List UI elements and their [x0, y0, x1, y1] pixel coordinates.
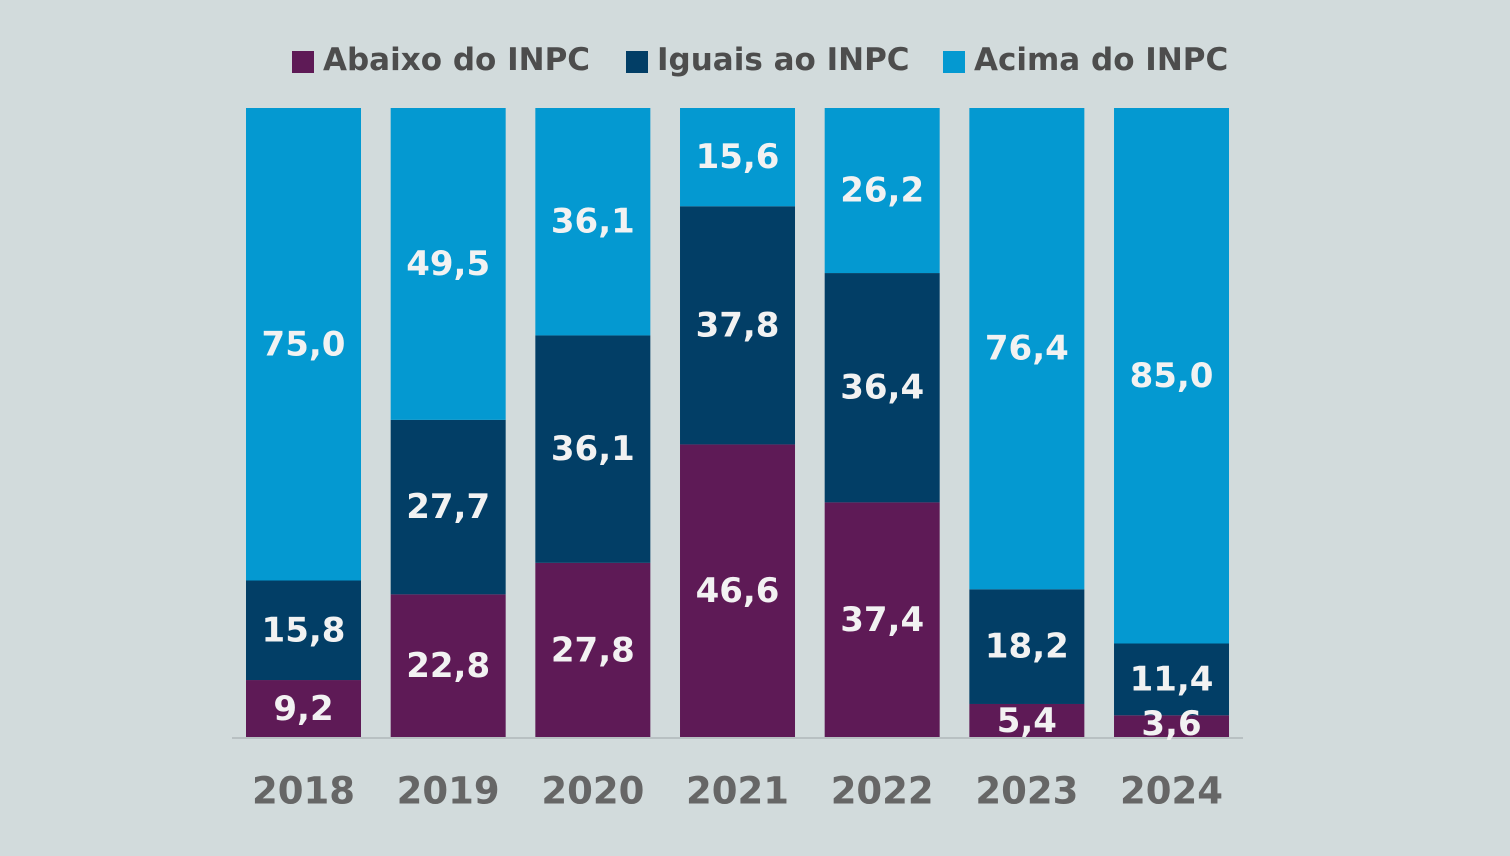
value-label-acima-do-inpc-2023: 76,4 [985, 329, 1069, 369]
bars-group [246, 108, 1230, 738]
value-label-iguais-ao-inpc-2020: 36,1 [551, 429, 635, 469]
value-label-iguais-ao-inpc-2023: 18,2 [985, 627, 1069, 667]
legend-label-acima-do-inpc: Acima do INPC [974, 42, 1228, 78]
value-label-abaixo-do-inpc-2020: 27,8 [551, 630, 635, 670]
value-label-acima-do-inpc-2022: 26,2 [840, 171, 924, 211]
bar-iguais-ao-inpc-2020 [535, 335, 651, 563]
bar-abaixo-do-inpc-2020 [535, 562, 651, 738]
legend: Abaixo do INPC Iguais ao INPC Acima do INP… [292, 42, 1228, 78]
bar-acima-do-inpc-2023 [969, 108, 1085, 590]
bar-abaixo-do-inpc-2023 [969, 703, 1085, 738]
bar-acima-do-inpc-2024 [1114, 108, 1230, 644]
legend-swatch-abaixo-do-inpc [292, 51, 314, 73]
value-label-abaixo-do-inpc-2023: 5,4 [997, 701, 1057, 741]
x-tick-label-2020: 2020 [541, 770, 644, 813]
value-label-abaixo-do-inpc-2022: 37,4 [840, 600, 924, 640]
value-label-abaixo-do-inpc-2018: 9,2 [273, 689, 333, 729]
bar-acima-do-inpc-2019 [390, 108, 506, 420]
value-labels-group: 9,2 15,8 75,0 22,8 27,7 49,5 27,8 36,1 36,1 46,6 3… [262, 137, 1214, 744]
bar-iguais-ao-inpc-2019 [390, 419, 506, 595]
value-label-iguais-ao-inpc-2021: 37,8 [696, 305, 780, 345]
legend-item-abaixo-do-inpc: Abaixo do INPC [292, 42, 590, 78]
bar-abaixo-do-inpc-2022 [824, 502, 940, 738]
legend-swatch-acima-do-inpc [943, 51, 965, 73]
value-label-abaixo-do-inpc-2019: 22,8 [406, 646, 490, 686]
bar-acima-do-inpc-2021 [680, 108, 796, 207]
x-tick-label-2024: 2024 [1120, 770, 1223, 813]
x-tick-label-2023: 2023 [975, 770, 1078, 813]
value-label-acima-do-inpc-2021: 15,6 [696, 137, 780, 177]
legend-label-iguais-ao-inpc: Iguais ao INPC [657, 42, 910, 78]
x-tick-label-2019: 2019 [397, 770, 500, 813]
value-label-acima-do-inpc-2024: 85,0 [1130, 356, 1214, 396]
value-label-acima-do-inpc-2018: 75,0 [262, 324, 346, 364]
legend-label-abaixo-do-inpc: Abaixo do INPC [323, 42, 590, 78]
value-label-iguais-ao-inpc-2019: 27,7 [406, 487, 490, 527]
value-label-acima-do-inpc-2020: 36,1 [551, 202, 635, 242]
bar-abaixo-do-inpc-2019 [390, 594, 506, 738]
bar-iguais-ao-inpc-2018 [246, 580, 361, 681]
bar-acima-do-inpc-2018 [246, 108, 361, 581]
bar-abaixo-do-inpc-2021 [680, 444, 796, 738]
x-tick-label-2021: 2021 [686, 770, 789, 813]
legend-item-iguais-ao-inpc: Iguais ao INPC [626, 42, 910, 78]
bar-abaixo-do-inpc-2024 [1114, 715, 1230, 738]
value-label-acima-do-inpc-2019: 49,5 [406, 244, 490, 284]
value-label-iguais-ao-inpc-2024: 11,4 [1130, 659, 1214, 699]
legend-item-acima-do-inpc: Acima do INPC [943, 42, 1228, 78]
value-label-iguais-ao-inpc-2018: 15,8 [262, 610, 346, 650]
bar-abaixo-do-inpc-2018 [246, 680, 361, 738]
value-label-abaixo-do-inpc-2021: 46,6 [696, 571, 780, 611]
bar-iguais-ao-inpc-2024 [1114, 643, 1230, 716]
bar-iguais-ao-inpc-2021 [680, 206, 796, 445]
x-tick-label-2022: 2022 [831, 770, 934, 813]
bar-iguais-ao-inpc-2022 [824, 273, 940, 503]
x-tick-label-2018: 2018 [252, 770, 355, 813]
legend-swatch-iguais-ao-inpc [626, 51, 648, 73]
value-label-iguais-ao-inpc-2022: 36,4 [840, 368, 924, 408]
bar-iguais-ao-inpc-2023 [969, 589, 1085, 704]
x-axis-ticks: 2018 2019 2020 2021 2022 2023 2024 [252, 770, 1223, 813]
bar-acima-do-inpc-2022 [824, 108, 940, 274]
value-label-abaixo-do-inpc-2024: 3,6 [1141, 704, 1201, 744]
bar-acima-do-inpc-2020 [535, 108, 651, 336]
